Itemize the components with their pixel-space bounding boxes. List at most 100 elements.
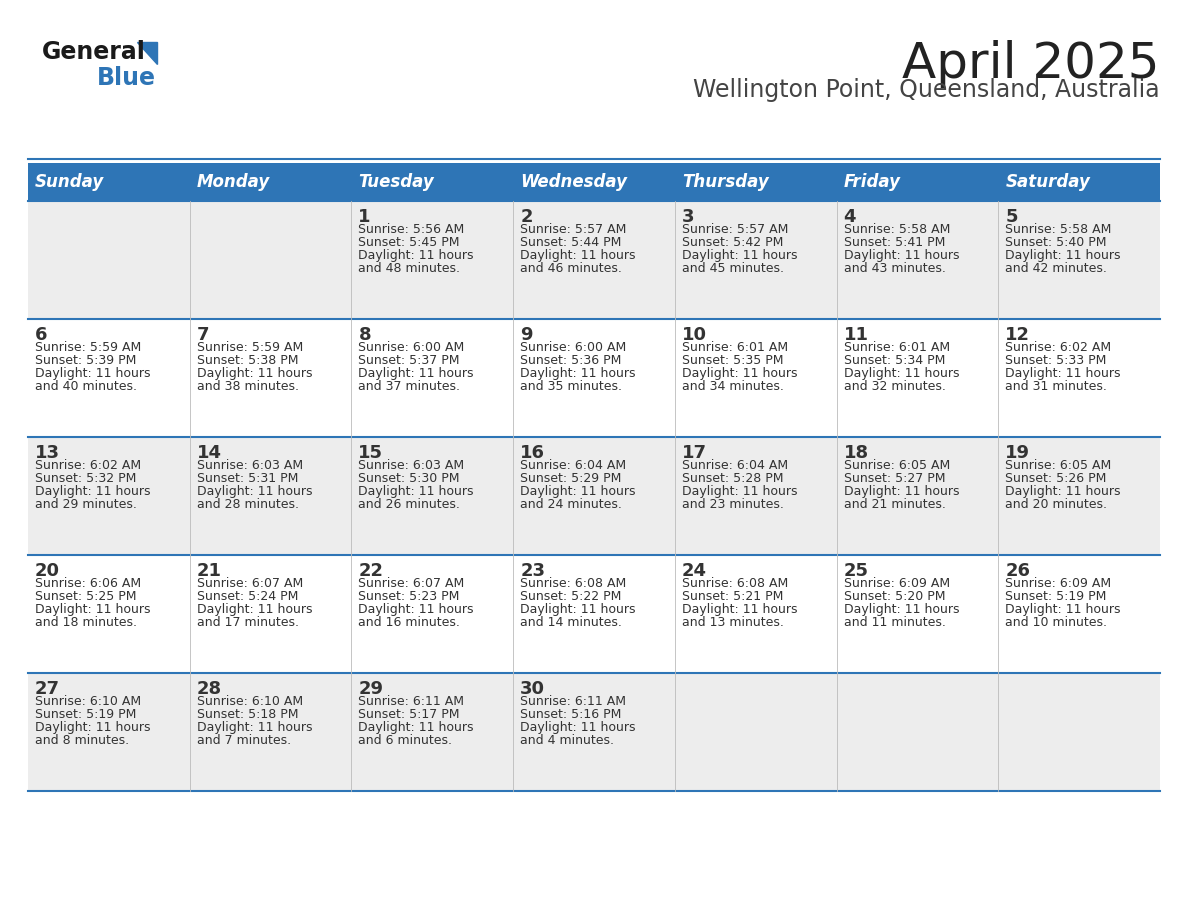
Text: Sunset: 5:40 PM: Sunset: 5:40 PM — [1005, 236, 1107, 249]
Text: 27: 27 — [34, 680, 61, 698]
Text: 2: 2 — [520, 208, 532, 226]
Text: Sunset: 5:45 PM: Sunset: 5:45 PM — [359, 236, 460, 249]
Text: and 13 minutes.: and 13 minutes. — [682, 616, 784, 629]
Text: Sunset: 5:19 PM: Sunset: 5:19 PM — [34, 708, 137, 721]
Text: Daylight: 11 hours: Daylight: 11 hours — [34, 721, 151, 734]
Text: Sunrise: 5:59 AM: Sunrise: 5:59 AM — [34, 341, 141, 354]
Text: Daylight: 11 hours: Daylight: 11 hours — [520, 603, 636, 616]
Text: Sunset: 5:39 PM: Sunset: 5:39 PM — [34, 354, 137, 367]
Text: Sunrise: 6:08 AM: Sunrise: 6:08 AM — [682, 577, 788, 590]
Text: Sunrise: 6:02 AM: Sunrise: 6:02 AM — [1005, 341, 1112, 354]
Text: 23: 23 — [520, 562, 545, 580]
Text: 9: 9 — [520, 326, 532, 344]
Text: Sunrise: 6:08 AM: Sunrise: 6:08 AM — [520, 577, 626, 590]
Text: Sunrise: 6:00 AM: Sunrise: 6:00 AM — [520, 341, 626, 354]
Text: Sunset: 5:38 PM: Sunset: 5:38 PM — [197, 354, 298, 367]
Bar — [513, 163, 675, 201]
Text: Sunrise: 6:01 AM: Sunrise: 6:01 AM — [682, 341, 788, 354]
Text: and 31 minutes.: and 31 minutes. — [1005, 380, 1107, 393]
Polygon shape — [137, 42, 157, 64]
Text: Sunrise: 6:04 AM: Sunrise: 6:04 AM — [520, 459, 626, 472]
Text: Daylight: 11 hours: Daylight: 11 hours — [197, 367, 312, 380]
Text: Blue: Blue — [97, 66, 156, 90]
Text: Daylight: 11 hours: Daylight: 11 hours — [359, 603, 474, 616]
Text: Daylight: 11 hours: Daylight: 11 hours — [520, 485, 636, 498]
Text: Sunset: 5:30 PM: Sunset: 5:30 PM — [359, 472, 460, 485]
Text: Sunset: 5:36 PM: Sunset: 5:36 PM — [520, 354, 621, 367]
Text: Sunrise: 6:09 AM: Sunrise: 6:09 AM — [1005, 577, 1112, 590]
Text: 21: 21 — [197, 562, 222, 580]
Text: Sunrise: 6:03 AM: Sunrise: 6:03 AM — [197, 459, 303, 472]
Text: General: General — [42, 40, 146, 64]
Text: and 29 minutes.: and 29 minutes. — [34, 498, 137, 511]
Text: 3: 3 — [682, 208, 694, 226]
Text: and 28 minutes.: and 28 minutes. — [197, 498, 298, 511]
Text: Sunday: Sunday — [34, 173, 105, 191]
Text: 7: 7 — [197, 326, 209, 344]
Text: and 43 minutes.: and 43 minutes. — [843, 262, 946, 275]
Text: Sunset: 5:28 PM: Sunset: 5:28 PM — [682, 472, 783, 485]
Text: 28: 28 — [197, 680, 222, 698]
Text: and 48 minutes.: and 48 minutes. — [359, 262, 461, 275]
Text: Sunrise: 6:11 AM: Sunrise: 6:11 AM — [359, 695, 465, 708]
Text: Sunrise: 5:58 AM: Sunrise: 5:58 AM — [843, 223, 950, 236]
Bar — [29, 319, 1159, 437]
Text: Sunset: 5:32 PM: Sunset: 5:32 PM — [34, 472, 137, 485]
Text: and 23 minutes.: and 23 minutes. — [682, 498, 784, 511]
Bar — [29, 673, 1159, 791]
Text: Sunset: 5:19 PM: Sunset: 5:19 PM — [1005, 590, 1107, 603]
Text: 13: 13 — [34, 444, 61, 462]
Text: Sunset: 5:27 PM: Sunset: 5:27 PM — [843, 472, 946, 485]
Text: Daylight: 11 hours: Daylight: 11 hours — [843, 485, 959, 498]
Text: Sunrise: 6:06 AM: Sunrise: 6:06 AM — [34, 577, 141, 590]
Text: Sunrise: 6:03 AM: Sunrise: 6:03 AM — [359, 459, 465, 472]
Text: Sunrise: 6:09 AM: Sunrise: 6:09 AM — [843, 577, 949, 590]
Text: Monday: Monday — [197, 173, 270, 191]
Text: Daylight: 11 hours: Daylight: 11 hours — [1005, 603, 1120, 616]
Text: Daylight: 11 hours: Daylight: 11 hours — [520, 249, 636, 262]
Text: Sunrise: 5:57 AM: Sunrise: 5:57 AM — [520, 223, 626, 236]
Text: Sunrise: 6:10 AM: Sunrise: 6:10 AM — [34, 695, 141, 708]
Text: 29: 29 — [359, 680, 384, 698]
Text: and 6 minutes.: and 6 minutes. — [359, 734, 453, 747]
Text: Daylight: 11 hours: Daylight: 11 hours — [1005, 367, 1120, 380]
Text: Sunrise: 6:01 AM: Sunrise: 6:01 AM — [843, 341, 949, 354]
Text: and 17 minutes.: and 17 minutes. — [197, 616, 298, 629]
Text: Sunset: 5:21 PM: Sunset: 5:21 PM — [682, 590, 783, 603]
Bar — [29, 201, 1159, 319]
Text: Sunrise: 5:58 AM: Sunrise: 5:58 AM — [1005, 223, 1112, 236]
Text: Tuesday: Tuesday — [359, 173, 434, 191]
Text: and 11 minutes.: and 11 minutes. — [843, 616, 946, 629]
Text: Sunrise: 6:05 AM: Sunrise: 6:05 AM — [1005, 459, 1112, 472]
Text: Sunset: 5:22 PM: Sunset: 5:22 PM — [520, 590, 621, 603]
Text: 12: 12 — [1005, 326, 1030, 344]
Text: Daylight: 11 hours: Daylight: 11 hours — [197, 721, 312, 734]
Text: April 2025: April 2025 — [903, 40, 1159, 88]
Text: and 32 minutes.: and 32 minutes. — [843, 380, 946, 393]
Text: Sunrise: 6:05 AM: Sunrise: 6:05 AM — [843, 459, 950, 472]
Text: 11: 11 — [843, 326, 868, 344]
Text: 18: 18 — [843, 444, 868, 462]
Text: and 16 minutes.: and 16 minutes. — [359, 616, 460, 629]
Text: and 38 minutes.: and 38 minutes. — [197, 380, 298, 393]
Text: and 10 minutes.: and 10 minutes. — [1005, 616, 1107, 629]
Text: Sunrise: 5:57 AM: Sunrise: 5:57 AM — [682, 223, 788, 236]
Text: Sunset: 5:17 PM: Sunset: 5:17 PM — [359, 708, 460, 721]
Text: and 35 minutes.: and 35 minutes. — [520, 380, 623, 393]
Text: Daylight: 11 hours: Daylight: 11 hours — [520, 367, 636, 380]
Text: Sunrise: 5:59 AM: Sunrise: 5:59 AM — [197, 341, 303, 354]
Text: Sunrise: 6:02 AM: Sunrise: 6:02 AM — [34, 459, 141, 472]
Text: Sunrise: 6:11 AM: Sunrise: 6:11 AM — [520, 695, 626, 708]
Bar — [998, 163, 1159, 201]
Bar — [675, 163, 836, 201]
Text: and 34 minutes.: and 34 minutes. — [682, 380, 784, 393]
Text: Daylight: 11 hours: Daylight: 11 hours — [359, 249, 474, 262]
Text: Sunset: 5:20 PM: Sunset: 5:20 PM — [843, 590, 946, 603]
Text: Daylight: 11 hours: Daylight: 11 hours — [682, 249, 797, 262]
Text: 17: 17 — [682, 444, 707, 462]
Text: Wednesday: Wednesday — [520, 173, 627, 191]
Text: 26: 26 — [1005, 562, 1030, 580]
Text: Friday: Friday — [843, 173, 901, 191]
Bar — [29, 437, 1159, 555]
Text: Thursday: Thursday — [682, 173, 769, 191]
